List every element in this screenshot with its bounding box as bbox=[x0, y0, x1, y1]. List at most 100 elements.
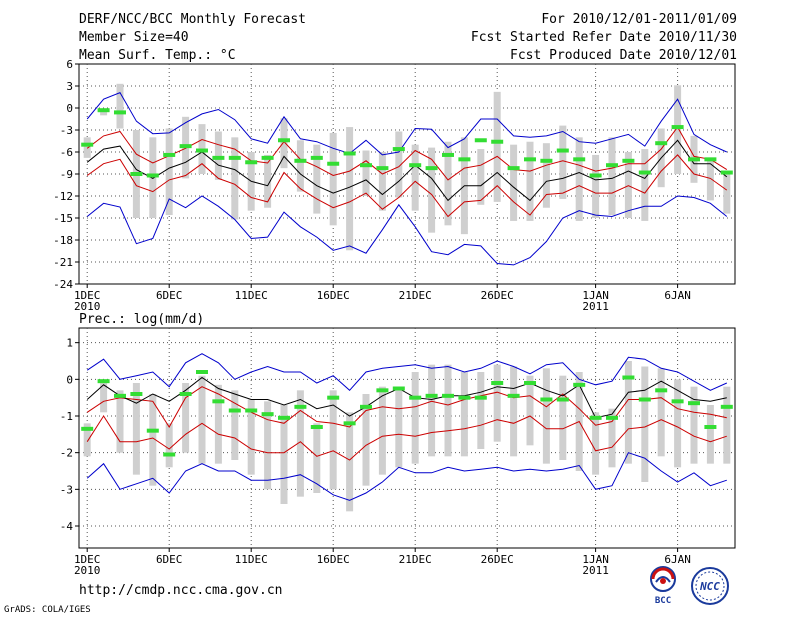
spread-box bbox=[296, 390, 304, 497]
y-tick-label: -6 bbox=[60, 146, 73, 159]
y-tick-label: -18 bbox=[53, 234, 73, 247]
x-tick-label: 26DEC bbox=[481, 289, 514, 302]
green-marker bbox=[196, 148, 208, 153]
spread-box bbox=[428, 364, 436, 457]
green-marker bbox=[720, 404, 733, 409]
spread-box bbox=[411, 372, 419, 464]
spread-box bbox=[444, 141, 452, 226]
green-marker bbox=[376, 388, 389, 393]
spread-box bbox=[214, 131, 222, 180]
spread-box bbox=[559, 375, 567, 460]
green-marker bbox=[97, 379, 110, 384]
x-tick-label: 21DEC bbox=[399, 553, 432, 566]
green-marker bbox=[524, 381, 536, 385]
green-marker bbox=[294, 158, 307, 163]
spread-box bbox=[526, 141, 534, 221]
green-marker bbox=[294, 404, 307, 409]
green-marker bbox=[228, 155, 241, 160]
y-tick-label: -21 bbox=[53, 256, 73, 269]
green-marker bbox=[278, 415, 290, 420]
green-marker bbox=[442, 152, 454, 157]
spread-box bbox=[362, 150, 370, 196]
green-marker bbox=[442, 393, 454, 398]
spread-box bbox=[624, 152, 632, 218]
spread-box bbox=[674, 85, 682, 174]
green-marker bbox=[425, 393, 438, 398]
y-tick-label: 0 bbox=[66, 102, 73, 115]
green-marker bbox=[360, 163, 372, 168]
source-url[interactable]: http://cmdp.ncc.cma.gov.cn bbox=[79, 583, 283, 598]
y-tick-label: 1 bbox=[66, 337, 73, 350]
green-marker bbox=[310, 155, 323, 160]
green-marker bbox=[228, 408, 241, 413]
green-marker bbox=[146, 173, 159, 178]
x-tick-label: 11DEC bbox=[235, 553, 268, 566]
y-tick-label: -15 bbox=[53, 212, 73, 225]
y-tick-label: 3 bbox=[66, 80, 73, 93]
green-marker bbox=[720, 170, 733, 175]
member-size-label: Member Size=40 bbox=[79, 30, 189, 45]
green-marker bbox=[474, 138, 487, 143]
spread-box bbox=[542, 368, 550, 464]
spread-box bbox=[657, 368, 665, 457]
green-marker bbox=[261, 155, 274, 160]
green-marker bbox=[114, 110, 126, 115]
green-marker bbox=[196, 370, 208, 374]
green-marker bbox=[589, 415, 602, 420]
spread-box bbox=[296, 140, 304, 192]
spread-box bbox=[706, 405, 714, 464]
green-marker bbox=[130, 392, 143, 396]
green-marker bbox=[474, 395, 487, 400]
green-marker bbox=[638, 170, 651, 175]
spread-box bbox=[116, 83, 124, 129]
green-marker bbox=[97, 108, 110, 113]
green-marker bbox=[540, 397, 553, 402]
x-tick-label: 16DEC bbox=[317, 553, 350, 566]
spread-box bbox=[83, 137, 91, 158]
series-line-upper bbox=[86, 126, 728, 181]
y-tick-label: -12 bbox=[53, 190, 73, 203]
spread-box bbox=[411, 144, 419, 211]
series-line-lower bbox=[86, 154, 728, 218]
green-marker bbox=[179, 144, 192, 149]
green-marker bbox=[409, 163, 422, 168]
forecast-period: For 2010/12/01-2011/01/09 bbox=[541, 12, 737, 27]
x-tick-label: 1JAN bbox=[582, 553, 609, 566]
series-line-lower bbox=[86, 415, 727, 461]
grads-credit: GrADS: COLA/IGES bbox=[4, 605, 91, 615]
spread-box bbox=[149, 137, 157, 218]
series-line-mean bbox=[86, 139, 728, 202]
spread-box bbox=[723, 386, 731, 464]
spread-box bbox=[329, 390, 337, 490]
green-marker bbox=[638, 397, 651, 402]
spread-box bbox=[477, 149, 485, 205]
green-marker bbox=[81, 142, 94, 147]
green-marker bbox=[556, 148, 569, 153]
series-line-min bbox=[86, 195, 728, 266]
spread-box bbox=[608, 137, 616, 216]
spread-box bbox=[100, 110, 108, 116]
spread-box bbox=[165, 423, 173, 468]
spread-box bbox=[329, 132, 337, 226]
ncc-logo-text: NCC bbox=[699, 580, 720, 593]
spread-box bbox=[460, 372, 468, 457]
green-marker bbox=[573, 382, 586, 387]
green-marker bbox=[524, 157, 536, 162]
green-marker bbox=[458, 395, 471, 400]
green-marker bbox=[425, 166, 438, 171]
spread-box bbox=[444, 364, 452, 457]
x-tick-year-label: 2010 bbox=[74, 300, 101, 313]
y-tick-label: -24 bbox=[53, 278, 73, 291]
refer-date: Fcst Started Refer Date 2010/11/30 bbox=[470, 30, 737, 45]
spread-box bbox=[723, 172, 731, 214]
green-marker bbox=[589, 173, 602, 178]
green-marker bbox=[278, 138, 290, 143]
spread-box bbox=[116, 390, 124, 453]
green-marker bbox=[655, 388, 668, 393]
spread-box bbox=[313, 144, 321, 214]
green-marker bbox=[114, 393, 126, 398]
green-marker bbox=[245, 160, 258, 165]
x-tick-label: 21DEC bbox=[399, 289, 432, 302]
